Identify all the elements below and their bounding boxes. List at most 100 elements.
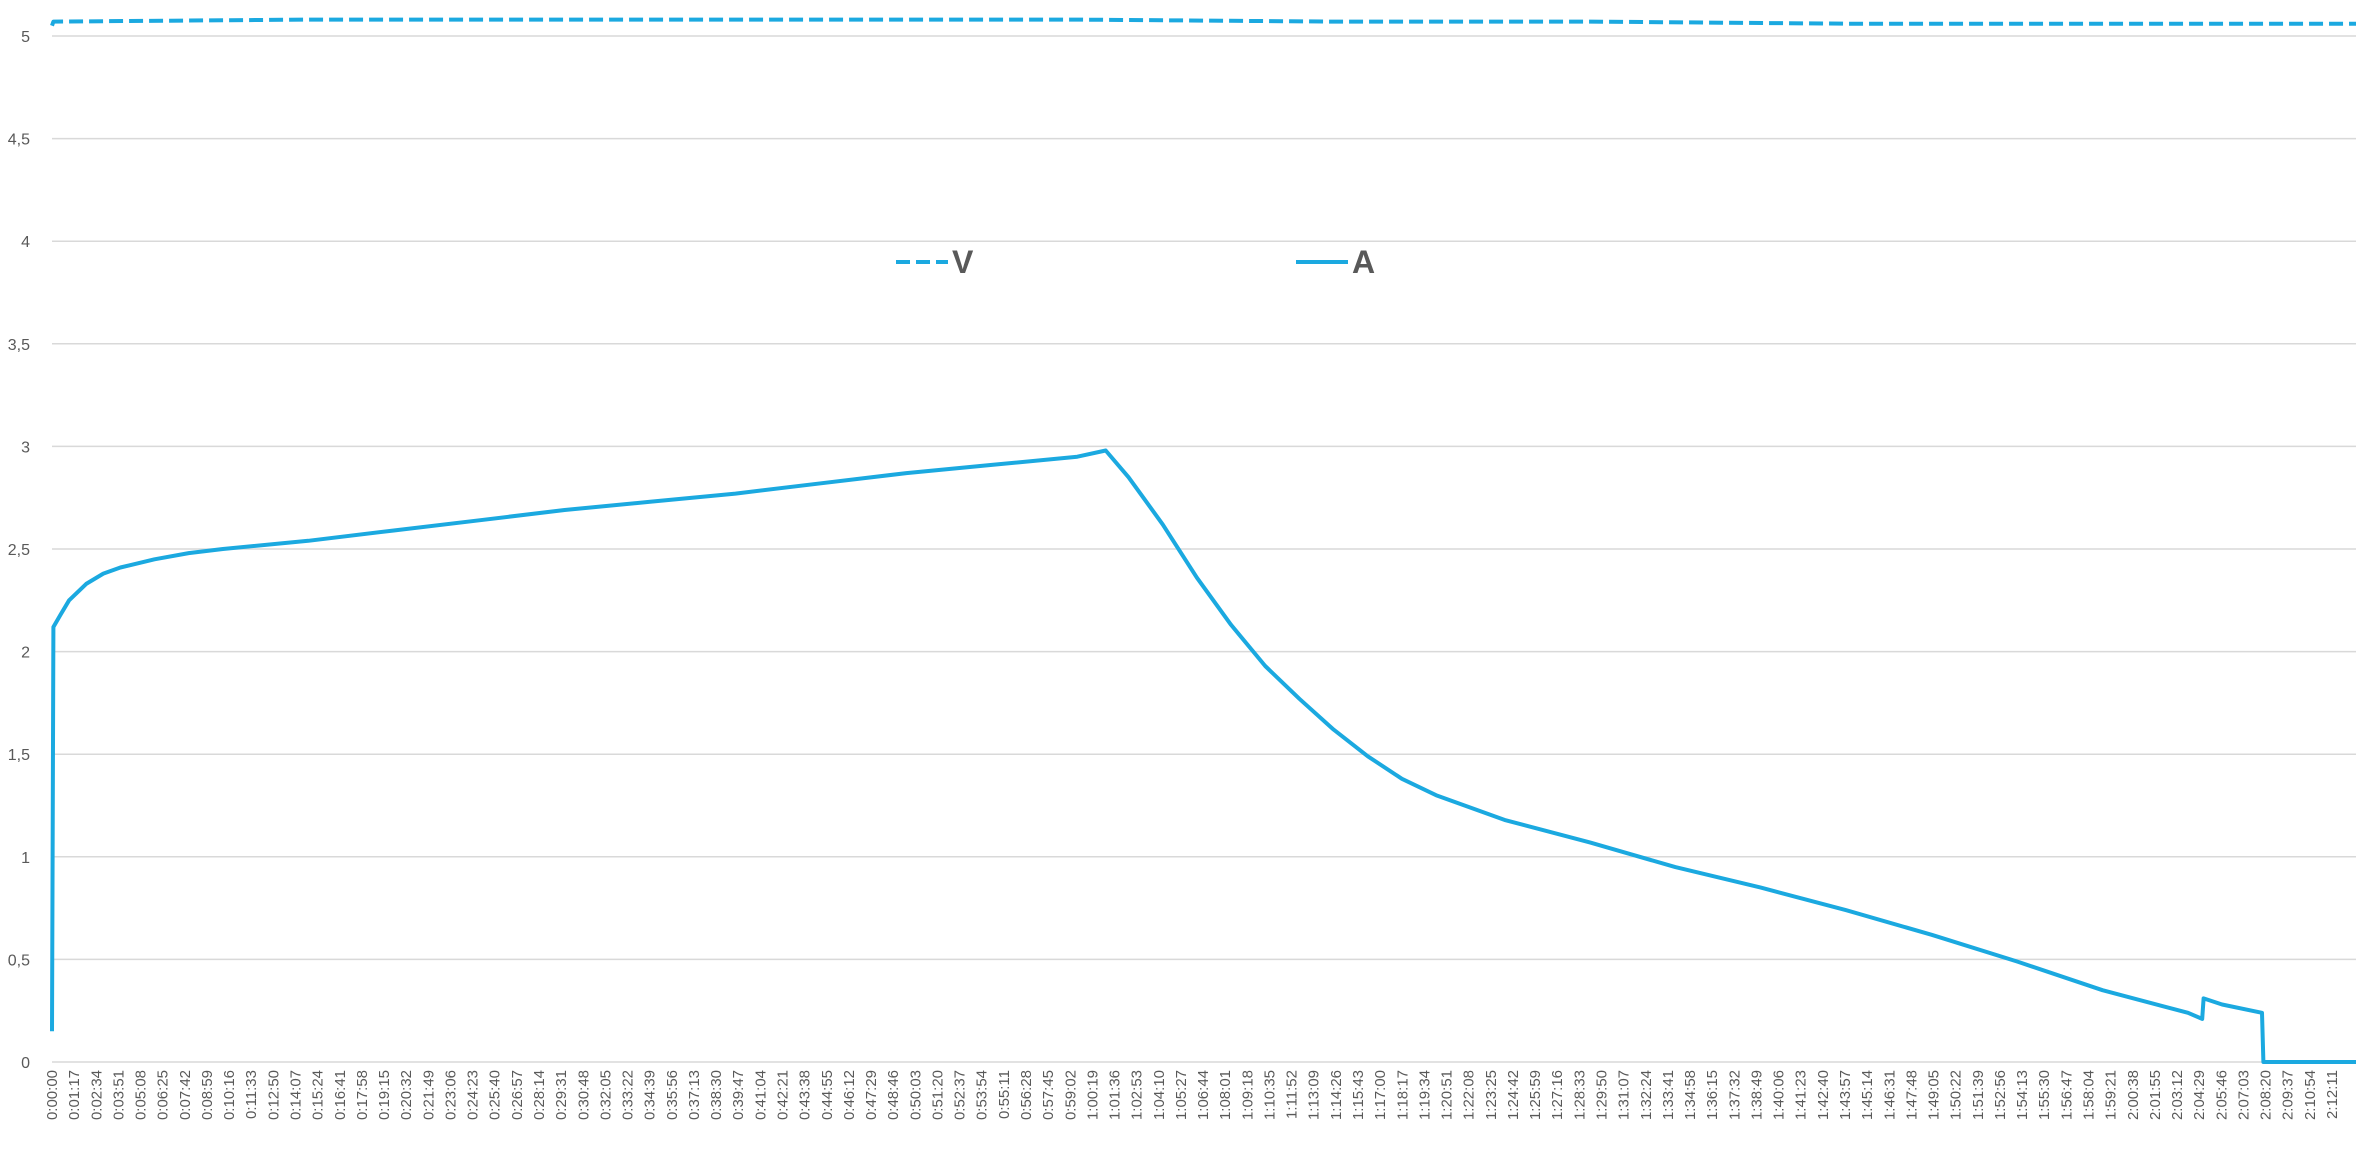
x-tick-label: 1:33:41 xyxy=(1660,1070,1677,1120)
x-tick-label: 0:14:07 xyxy=(287,1070,304,1120)
y-tick-label: 2,5 xyxy=(8,542,30,559)
x-tick-label: 0:05:08 xyxy=(133,1070,150,1120)
x-tick-label: 0:50:03 xyxy=(907,1070,924,1120)
y-tick-label: 3 xyxy=(21,439,30,456)
y-tick-label: 1,5 xyxy=(8,747,30,764)
x-tick-label: 2:09:37 xyxy=(2280,1070,2297,1120)
x-tick-label: 0:08:59 xyxy=(199,1070,216,1120)
x-tick-label: 1:14:26 xyxy=(1328,1070,1345,1120)
x-tick-label: 1:23:25 xyxy=(1483,1070,1500,1120)
x-tick-label: 1:46:31 xyxy=(1881,1070,1898,1120)
x-tick-label: 0:38:30 xyxy=(708,1070,725,1120)
x-tick-label: 0:23:06 xyxy=(442,1070,459,1120)
x-tick-label: 2:10:54 xyxy=(2302,1070,2319,1120)
x-tick-label: 1:20:51 xyxy=(1439,1070,1456,1120)
x-tick-label: 0:25:40 xyxy=(487,1070,504,1120)
y-axis-tick-labels: 0 0,5 1 1,5 2 2,5 3 3,5 4 4,5 5 xyxy=(8,29,30,1072)
x-tick-label: 1:36:15 xyxy=(1704,1070,1721,1120)
x-tick-label: 2:07:03 xyxy=(2235,1070,2252,1120)
x-tick-label: 1:59:21 xyxy=(2103,1070,2120,1120)
x-tick-label: 1:37:32 xyxy=(1726,1070,1743,1120)
x-tick-label: 0:07:42 xyxy=(177,1070,194,1120)
y-tick-label: 0 xyxy=(21,1055,30,1072)
x-tick-label: 0:17:58 xyxy=(354,1070,371,1120)
x-tick-label: 2:12:11 xyxy=(2324,1070,2341,1119)
y-tick-label: 2 xyxy=(21,645,30,662)
x-tick-label: 0:59:02 xyxy=(1062,1070,1079,1120)
y-tick-label: 0,5 xyxy=(8,952,30,969)
x-tick-label: 1:01:36 xyxy=(1107,1070,1124,1120)
x-tick-label: 1:38:49 xyxy=(1748,1070,1765,1120)
y-tick-label: 4 xyxy=(21,234,30,251)
y-tick-label: 4,5 xyxy=(8,132,30,149)
x-tick-label: 2:01:55 xyxy=(2147,1070,2164,1120)
x-tick-label: 1:29:50 xyxy=(1594,1070,1611,1120)
x-tick-label: 0:26:57 xyxy=(509,1070,526,1120)
x-tick-label: 0:30:48 xyxy=(575,1070,592,1120)
x-tick-label: 0:55:11 xyxy=(996,1070,1013,1119)
x-tick-label: 0:52:37 xyxy=(952,1070,969,1120)
x-tick-label: 0:35:56 xyxy=(664,1070,681,1120)
x-tick-label: 0:37:13 xyxy=(686,1070,703,1120)
x-tick-label: 0:39:47 xyxy=(730,1070,747,1120)
x-tick-label: 1:58:04 xyxy=(2081,1070,2098,1120)
x-tick-label: 1:17:00 xyxy=(1372,1070,1389,1120)
x-tick-label: 0:53:54 xyxy=(974,1070,991,1120)
x-tick-label: 0:19:15 xyxy=(376,1070,393,1120)
x-tick-label: 1:40:06 xyxy=(1771,1070,1788,1120)
x-tick-label: 0:33:22 xyxy=(620,1070,637,1120)
x-tick-label: 0:15:24 xyxy=(310,1070,327,1120)
x-tick-label: 0:01:17 xyxy=(66,1070,83,1120)
x-tick-label: 0:32:05 xyxy=(597,1070,614,1120)
x-tick-label: 0:29:31 xyxy=(553,1070,570,1120)
x-tick-label: 0:12:50 xyxy=(265,1070,282,1120)
x-tick-label: 0:16:41 xyxy=(332,1070,349,1120)
x-tick-label: 1:54:13 xyxy=(2014,1070,2031,1120)
x-tick-label: 1:45:14 xyxy=(1859,1070,1876,1120)
x-tick-label: 2:05:46 xyxy=(2213,1070,2230,1120)
x-tick-label: 1:34:58 xyxy=(1682,1070,1699,1120)
x-axis-tick-labels: 0:00:00 0:01:17 0:02:34 0:03:51 0:05:08 0:06:… xyxy=(44,1070,2341,1120)
x-tick-label: 1:47:48 xyxy=(1903,1070,1920,1120)
x-tick-label: 1:09:18 xyxy=(1239,1070,1256,1120)
x-tick-label: 0:28:14 xyxy=(531,1070,548,1120)
y-tick-label: 5 xyxy=(21,29,30,46)
y-tick-label: 1 xyxy=(21,850,30,867)
x-tick-label: 2:04:29 xyxy=(2191,1070,2208,1120)
x-tick-label: 0:00:00 xyxy=(44,1070,61,1120)
gridlines xyxy=(52,35,2356,1063)
legend-label-v: V xyxy=(952,244,974,280)
x-tick-label: 1:00:19 xyxy=(1084,1070,1101,1120)
x-tick-label: 1:05:27 xyxy=(1173,1070,1190,1120)
series-line-a xyxy=(50,448,2356,1064)
x-tick-label: 2:00:38 xyxy=(2125,1070,2142,1120)
x-tick-label: 0:44:55 xyxy=(819,1070,836,1120)
x-tick-label: 1:15:43 xyxy=(1350,1070,1367,1120)
legend-label-a: A xyxy=(1352,244,1375,280)
x-tick-label: 1:04:10 xyxy=(1151,1070,1168,1120)
x-tick-label: 1:27:16 xyxy=(1549,1070,1566,1120)
x-tick-label: 1:32:24 xyxy=(1638,1070,1655,1120)
x-tick-label: 1:08:01 xyxy=(1217,1070,1234,1120)
x-tick-label: 1:10:35 xyxy=(1261,1070,1278,1120)
x-tick-label: 1:28:33 xyxy=(1571,1070,1588,1120)
x-tick-label: 1:18:17 xyxy=(1394,1070,1411,1120)
x-tick-label: 2:03:12 xyxy=(2169,1070,2186,1120)
x-tick-label: 1:11:52 xyxy=(1284,1070,1301,1119)
x-tick-label: 0:20:32 xyxy=(398,1070,415,1120)
x-tick-label: 0:41:04 xyxy=(752,1070,769,1120)
x-tick-label: 0:51:20 xyxy=(929,1070,946,1120)
x-tick-label: 1:56:47 xyxy=(2058,1070,2075,1120)
x-tick-label: 0:06:25 xyxy=(155,1070,172,1120)
x-tick-label: 0:56:28 xyxy=(1018,1070,1035,1120)
x-tick-label: 0:03:51 xyxy=(110,1070,127,1120)
x-tick-label: 1:55:30 xyxy=(2036,1070,2053,1120)
x-tick-label: 0:46:12 xyxy=(841,1070,858,1120)
series-lines xyxy=(50,17,2356,1064)
x-tick-label: 0:24:23 xyxy=(465,1070,482,1120)
x-tick-label: 0:47:29 xyxy=(863,1070,880,1120)
x-tick-label: 1:22:08 xyxy=(1461,1070,1478,1120)
x-tick-label: 0:02:34 xyxy=(88,1070,105,1120)
x-tick-label: 0:10:16 xyxy=(221,1070,238,1120)
x-tick-label: 1:06:44 xyxy=(1195,1070,1212,1120)
